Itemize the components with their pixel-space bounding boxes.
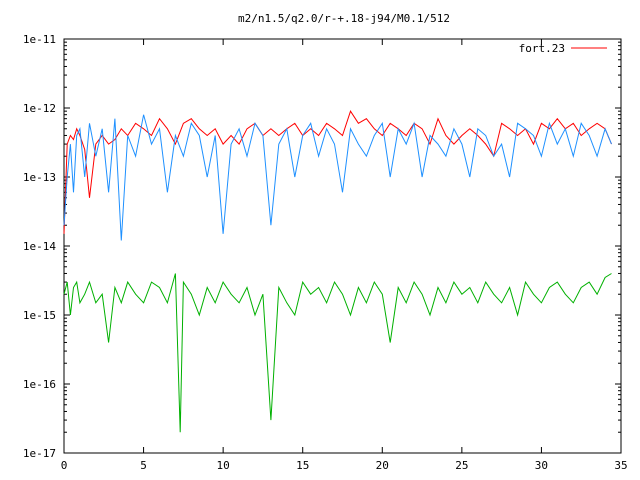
y-tick-label: 1e-14 bbox=[23, 240, 56, 253]
y-tick-label: 1e-15 bbox=[23, 309, 56, 322]
y-tick-label: 1e-17 bbox=[23, 447, 56, 460]
y-tick-label: 1e-16 bbox=[23, 378, 56, 391]
y-tick-label: 1e-11 bbox=[23, 33, 56, 46]
x-tick-label: 35 bbox=[614, 459, 627, 472]
series-line-1 bbox=[63, 114, 612, 241]
x-tick-label: 30 bbox=[535, 459, 548, 472]
y-tick-label: 1e-12 bbox=[23, 102, 56, 115]
chart-title: m2/n1.5/q2.0/r-+.18-j94/M0.1/512 bbox=[238, 12, 450, 25]
x-tick-label: 25 bbox=[455, 459, 468, 472]
x-tick-label: 0 bbox=[61, 459, 68, 472]
series-layer bbox=[63, 110, 612, 433]
plot-frame bbox=[63, 38, 622, 454]
x-tick-label: 5 bbox=[140, 459, 147, 472]
axis-ticks: 0 5 10 15 20 25 30 35 1e-11 1e-12 1e-13 1e-14 1e-15 1… bbox=[23, 33, 628, 472]
x-tick-label: 10 bbox=[217, 459, 230, 472]
y-tick-label: 1e-13 bbox=[23, 171, 56, 184]
legend: fort.23 bbox=[519, 42, 607, 55]
series-line-0 bbox=[63, 110, 612, 234]
x-tick-label: 15 bbox=[296, 459, 309, 472]
x-tick-label: 20 bbox=[376, 459, 389, 472]
legend-label: fort.23 bbox=[519, 42, 565, 55]
series-line-2 bbox=[63, 273, 612, 433]
